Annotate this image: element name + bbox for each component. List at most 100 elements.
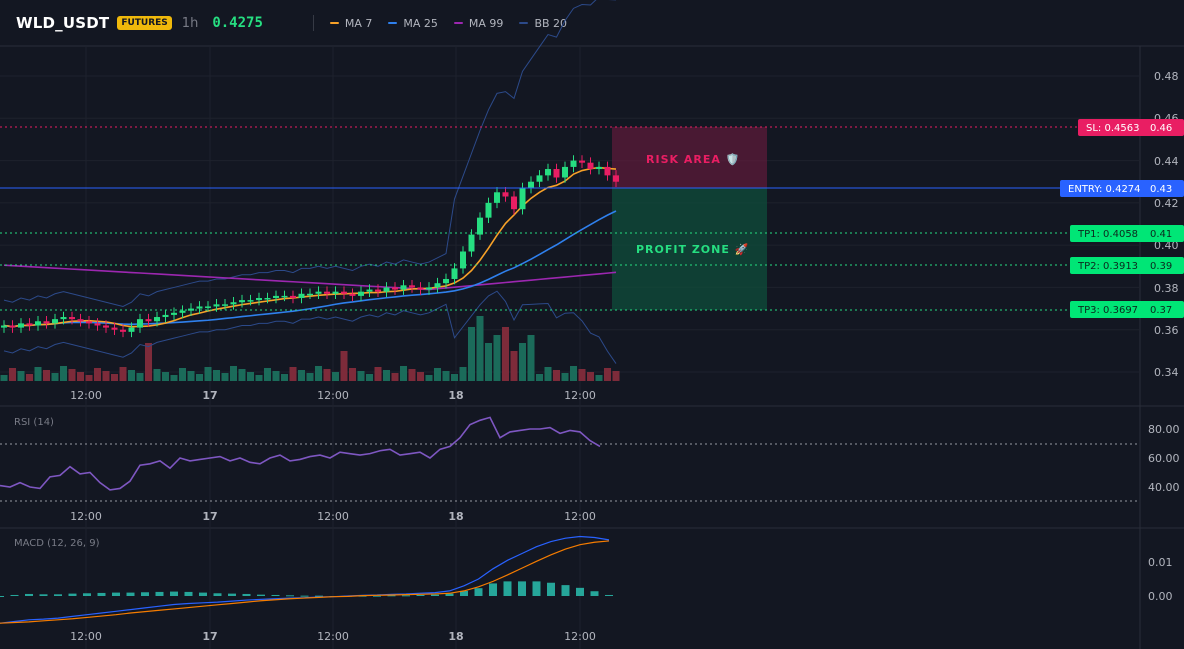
candle-body: [434, 283, 441, 288]
candle-body: [239, 300, 245, 303]
tp1-tag-label: TP1: 0.4058: [1077, 229, 1138, 240]
bb-upper-band: [3, 0, 616, 307]
macd-histogram-bar: [228, 593, 236, 596]
macd-histogram-bar: [126, 592, 135, 596]
macd-histogram-bar: [271, 594, 280, 596]
time-tick: 12:00: [70, 389, 102, 402]
volume-bar: [272, 371, 280, 381]
candle-body: [604, 166, 611, 176]
price-tick: 0.38: [1154, 282, 1179, 295]
macd-histogram-bar: [532, 581, 541, 596]
macd-histogram-bar: [39, 594, 48, 596]
volume-bar: [570, 366, 577, 381]
volume-bar: [213, 370, 220, 381]
candle-body: [460, 251, 466, 269]
volume-bar: [60, 366, 67, 381]
volume-bar: [612, 371, 620, 381]
horizontal-grid: [0, 75, 1140, 373]
candle-body: [451, 268, 458, 279]
candle-body: [341, 291, 347, 294]
candle-body: [154, 317, 160, 322]
sl-tag-label: SL: 0.4563: [1086, 123, 1139, 134]
macd-plot: [0, 535, 613, 624]
candle-body: [383, 287, 390, 292]
volume-bar: [383, 370, 390, 381]
volume-bar: [391, 373, 399, 381]
macd-histogram-bar: [97, 592, 106, 596]
rsi-line: [0, 416, 601, 491]
legend-ma7[interactable]: MA 7: [329, 17, 372, 30]
volume-bar: [68, 369, 76, 381]
tp2-tag[interactable]: [1070, 257, 1184, 274]
candle-body: [52, 319, 58, 324]
volume-bar: [476, 316, 484, 381]
volume-bar: [264, 368, 271, 381]
profit-zone[interactable]: [612, 188, 767, 310]
macd-histogram-bar: [576, 587, 584, 596]
sl-tag[interactable]: [1078, 119, 1184, 136]
macd-histogram-bar: [373, 595, 381, 597]
bb-lower-band: [3, 290, 617, 364]
tp3-tag-short: 0.37: [1150, 305, 1172, 316]
volume-bar: [536, 374, 543, 381]
ma99-line: [3, 264, 617, 291]
candle-body: [298, 293, 305, 298]
candle-body: [579, 160, 585, 163]
tp1-tag-short: 0.41: [1150, 229, 1172, 240]
macd-histogram-bar: [10, 594, 19, 596]
volume-bar: [255, 375, 263, 381]
candle-body: [375, 289, 381, 292]
macd-histogram-bar: [460, 590, 468, 596]
legend-bb20[interactable]: BB 20: [519, 17, 567, 30]
candle-body: [205, 306, 211, 308]
macd-histogram-bar: [489, 583, 497, 596]
bollinger-bands: [3, 0, 617, 364]
volume-bar: [238, 369, 246, 381]
candle-body: [417, 287, 424, 290]
legend-ma25[interactable]: MA 25: [388, 17, 438, 30]
volume-bar: [587, 372, 594, 381]
entry-tag[interactable]: [1060, 180, 1184, 197]
volume-bar: [179, 368, 186, 381]
time-axis-main: 12:00 17 12:00 18 12:00: [70, 389, 596, 402]
volume-bar: [315, 366, 322, 381]
macd-histogram-bar: [68, 593, 77, 596]
volume-bar: [26, 374, 33, 381]
symbol-name[interactable]: WLD_USDT: [16, 14, 110, 32]
macd-histogram-bar: [170, 591, 178, 596]
volume-bar: [221, 373, 229, 381]
legend-ma7-swatch: [329, 22, 339, 24]
risk-area-zone[interactable]: [612, 127, 767, 188]
volume-bar: [425, 375, 433, 381]
candle-body: [502, 192, 509, 197]
time-tick: 12:00: [317, 510, 349, 523]
volume-bar: [442, 371, 450, 381]
candle-body: [426, 287, 432, 290]
tp3-tag[interactable]: [1070, 301, 1184, 318]
macd-histogram-bar: [518, 581, 526, 596]
macd-histogram-bar: [54, 594, 62, 596]
sl-tag-short: 0.46: [1150, 123, 1172, 134]
candle-body: [409, 285, 415, 288]
time-axis-rsi: 12:00 17 12:00 18 12:00: [70, 510, 596, 523]
volume-bar: [332, 372, 339, 381]
volume-bar: [170, 375, 178, 381]
candle-body: [60, 317, 67, 320]
macd-histogram-bar: [431, 594, 439, 596]
tp1-tag[interactable]: [1070, 225, 1184, 242]
timeframe-label[interactable]: 1h: [181, 15, 199, 31]
volume-bar: [340, 351, 348, 381]
chart-header: WLD_USDT FUTURES 1h 0.4275 MA 7 MA 25 MA…: [0, 0, 1184, 46]
candle-body: [77, 319, 84, 322]
macd-histogram-bar: [199, 592, 207, 596]
volume-bar: [281, 374, 288, 381]
volume-bar: [162, 372, 169, 381]
volume-bar: [366, 374, 373, 381]
entry-tag-short: 0.43: [1150, 184, 1172, 195]
volume-bar: [485, 343, 492, 381]
legend-ma99[interactable]: MA 99: [453, 17, 503, 30]
macd-histogram-bar: [257, 594, 265, 596]
volume-bar: [323, 369, 331, 381]
volume-bar: [230, 366, 237, 381]
